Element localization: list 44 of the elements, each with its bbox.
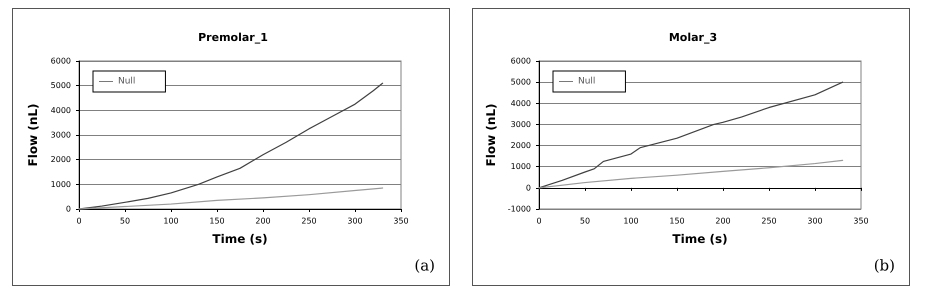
legend-label: Null <box>578 76 596 86</box>
x-axis-title: Time (s) <box>672 232 728 246</box>
text: (a) <box>414 256 436 274</box>
y-tick-label: 0 <box>526 183 531 192</box>
y-tick-label: 4000 <box>510 98 531 108</box>
line-series <box>538 160 844 188</box>
y-axis-title: Flow (nL) <box>26 104 40 166</box>
x-tick-label: 50 <box>120 216 130 226</box>
y-tick-label: 1000 <box>510 162 531 172</box>
x-tick-label: 350 <box>393 216 409 226</box>
x-tick-label: 100 <box>163 216 179 226</box>
line-series <box>78 82 384 210</box>
x-tick-label: 200 <box>255 216 271 226</box>
x-tick-label: 200 <box>715 216 731 226</box>
y-tick-label: 5000 <box>510 78 531 87</box>
y-tick-label: 4000 <box>50 106 71 115</box>
y-tick-label: 6000 <box>50 56 71 66</box>
y-tick-label: 0 <box>66 204 71 214</box>
y-tick-label: -1000 <box>508 204 531 214</box>
x-axis-title: Time (s) <box>212 232 268 246</box>
x-tick-label: 150 <box>209 216 225 226</box>
line-series <box>78 187 384 210</box>
y-tick-label: 2000 <box>50 155 71 164</box>
text: (b) <box>874 256 896 274</box>
chart-title: Molar_3 <box>668 31 718 44</box>
y-tick-label: 1000 <box>50 180 71 189</box>
x-tick-label: 300 <box>807 216 823 226</box>
x-tick-label: 0 <box>76 216 82 226</box>
y-tick-label: 5000 <box>50 81 71 90</box>
x-tick-label: 50 <box>580 216 590 226</box>
y-tick-label: 3000 <box>510 120 531 129</box>
x-tick-label: 150 <box>669 216 685 226</box>
x-tick-label: 300 <box>347 216 363 226</box>
chart-title: Premolar_1 <box>198 31 268 44</box>
y-tick-label: 3000 <box>50 130 71 140</box>
x-tick-label: 350 <box>853 216 869 226</box>
legend-label: Null <box>118 76 136 86</box>
y-axis-title: Flow (nL) <box>484 104 498 166</box>
x-tick-label: 0 <box>536 216 542 226</box>
y-tick-label: 2000 <box>510 141 531 150</box>
x-tick-label: 250 <box>761 216 777 226</box>
x-tick-label: 100 <box>623 216 639 226</box>
y-tick-label: 6000 <box>510 56 531 66</box>
x-tick-label: 250 <box>301 216 317 226</box>
